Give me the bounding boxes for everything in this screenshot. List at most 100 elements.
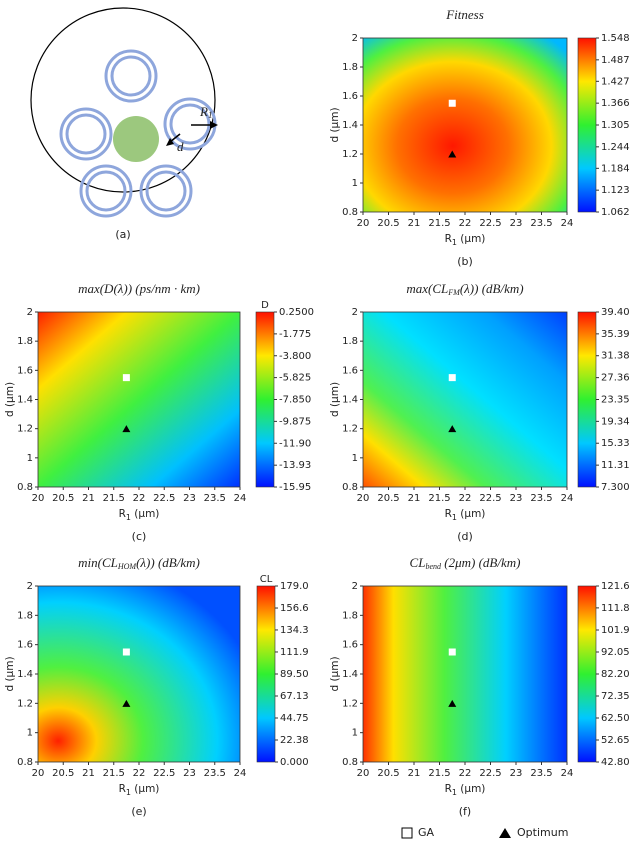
x-tick-label: 20 xyxy=(357,493,370,504)
x-axis-label-part: R xyxy=(445,783,452,795)
y-axis-label: d (μm) xyxy=(329,656,341,691)
chart-title-part: (2μm) (dB/km) xyxy=(441,555,520,570)
x-tick-label: 22.5 xyxy=(153,493,175,504)
y-axis-label: d (μm) xyxy=(329,107,341,142)
x-tick-label: 23 xyxy=(510,493,523,504)
y-tick-label: 1.8 xyxy=(342,62,358,73)
x-axis-label: R1 (μm) xyxy=(119,508,160,522)
colorbar-tick-label: 1.366 xyxy=(601,98,630,109)
y-tick-label: 2 xyxy=(27,581,33,592)
colorbar-tick-label: 101.9 xyxy=(601,625,630,636)
y-tick-label: 1.2 xyxy=(17,698,33,709)
colorbar-tick-label: 22.38 xyxy=(280,735,309,746)
colorbar-tick-label: 134.3 xyxy=(280,625,309,636)
contour-field xyxy=(38,312,240,487)
legend-swatch xyxy=(402,828,412,838)
colorbar-tick-label: 19.34 xyxy=(601,416,630,427)
chart-title: max(CLFM(λ)) (dB/km) xyxy=(406,281,523,297)
y-tick-label: 0.8 xyxy=(342,482,358,493)
y-tick-label: 1 xyxy=(352,178,358,189)
x-tick-label: 24 xyxy=(561,768,574,779)
x-axis-label-part: (μm) xyxy=(457,508,485,520)
schematic: R1 d (a) xyxy=(31,8,218,241)
contour-field xyxy=(363,38,567,212)
legend-swatch xyxy=(499,828,511,838)
y-tick-label: 0.8 xyxy=(342,757,358,768)
colorbar-tick-label: 67.13 xyxy=(280,691,309,702)
ga-marker xyxy=(449,100,456,107)
x-tick-label: 20.5 xyxy=(377,768,399,779)
chart-title-part: Fitness xyxy=(445,7,484,22)
chart-title-part: CL xyxy=(410,555,426,570)
x-axis-label-part: R xyxy=(119,783,126,795)
y-tick-label: 0.8 xyxy=(17,757,33,768)
colorbar-tick-label: 39.40 xyxy=(601,307,630,318)
x-tick-label: 20 xyxy=(357,218,370,229)
colorbar-tick-label: 156.6 xyxy=(280,603,309,614)
y-tick-label: 1.4 xyxy=(17,395,33,406)
chart-title-part: HOM xyxy=(117,562,138,571)
x-tick-label: 21 xyxy=(408,218,421,229)
y-tick-label: 1.4 xyxy=(342,395,358,406)
ga-marker xyxy=(123,374,130,381)
x-tick-label: 21.5 xyxy=(103,493,125,504)
x-tick-label: 21 xyxy=(82,493,95,504)
x-tick-label: 21 xyxy=(82,768,95,779)
x-axis-label: R1 (μm) xyxy=(445,508,486,522)
colorbar-tick-label: 1.548 xyxy=(601,33,630,44)
x-tick-label: 23 xyxy=(510,768,523,779)
x-tick-label: 20.5 xyxy=(52,493,74,504)
chart-title: max(D(λ)) (ps/nm · km) xyxy=(78,281,200,296)
x-axis-label-part: (μm) xyxy=(457,233,485,245)
x-tick-label: 21 xyxy=(408,493,421,504)
x-tick-label: 22 xyxy=(459,218,472,229)
x-tick-label: 21.5 xyxy=(428,218,450,229)
y-tick-label: 1.2 xyxy=(342,424,358,435)
y-axis-label: d (μm) xyxy=(4,382,16,417)
chart-title-part: (λ)) (dB/km) xyxy=(460,281,524,296)
colorbar xyxy=(578,312,596,487)
colorbar-tick-label: 1.487 xyxy=(601,55,630,66)
colorbar-tick-label: 42.80 xyxy=(601,757,630,768)
x-axis-label: R1 (μm) xyxy=(119,783,160,797)
panel-label: (f) xyxy=(459,805,471,818)
x-axis-label-part: R xyxy=(119,508,126,520)
chart-title: Fitness xyxy=(445,7,484,22)
colorbar-tick-label: 89.50 xyxy=(280,669,309,680)
panel-label: (e) xyxy=(131,805,146,818)
colorbar-tick-label: 35.39 xyxy=(601,329,630,340)
colorbar-tick-label: 121.6 xyxy=(601,581,630,592)
y-tick-label: 2 xyxy=(352,307,358,318)
x-tick-label: 24 xyxy=(561,493,574,504)
y-tick-label: 1 xyxy=(27,728,33,739)
colorbar-tick-label: -9.875 xyxy=(279,416,311,427)
x-tick-label: 20 xyxy=(357,768,370,779)
colorbar-tick-label: -15.95 xyxy=(279,482,311,493)
r-label-sub: 1 xyxy=(208,110,213,120)
chart-title-part: max(CL xyxy=(406,281,448,296)
y-tick-label: 1.2 xyxy=(342,698,358,709)
colorbar-tick-label: 31.38 xyxy=(601,351,630,362)
x-tick-label: 24 xyxy=(561,218,574,229)
x-axis-label: R1 (μm) xyxy=(445,233,486,247)
x-tick-label: 20.5 xyxy=(52,768,74,779)
y-tick-label: 1.6 xyxy=(17,640,33,651)
x-axis-label-part: (μm) xyxy=(457,783,485,795)
x-tick-label: 22 xyxy=(133,493,146,504)
chart-title: CLbend (2μm) (dB/km) xyxy=(410,555,521,571)
y-tick-label: 2 xyxy=(352,33,358,44)
y-tick-label: 1.6 xyxy=(17,365,33,376)
x-tick-label: 22.5 xyxy=(479,493,501,504)
x-tick-label: 22.5 xyxy=(479,768,501,779)
x-axis-label-part: R xyxy=(445,233,452,245)
legend-label: Optimum xyxy=(517,826,568,839)
y-tick-label: 1 xyxy=(27,453,33,464)
x-tick-label: 22 xyxy=(459,493,472,504)
r-label-text: R xyxy=(199,104,208,119)
x-tick-label: 21 xyxy=(408,768,421,779)
chart-title-part: (λ)) (dB/km) xyxy=(136,555,200,570)
colorbar-label: D xyxy=(261,300,269,311)
colorbar-tick-label: 1.244 xyxy=(601,142,630,153)
x-tick-label: 21.5 xyxy=(428,768,450,779)
figure: R1 d (a) GA Optimum Fitness2020.52121.52… xyxy=(0,0,630,844)
